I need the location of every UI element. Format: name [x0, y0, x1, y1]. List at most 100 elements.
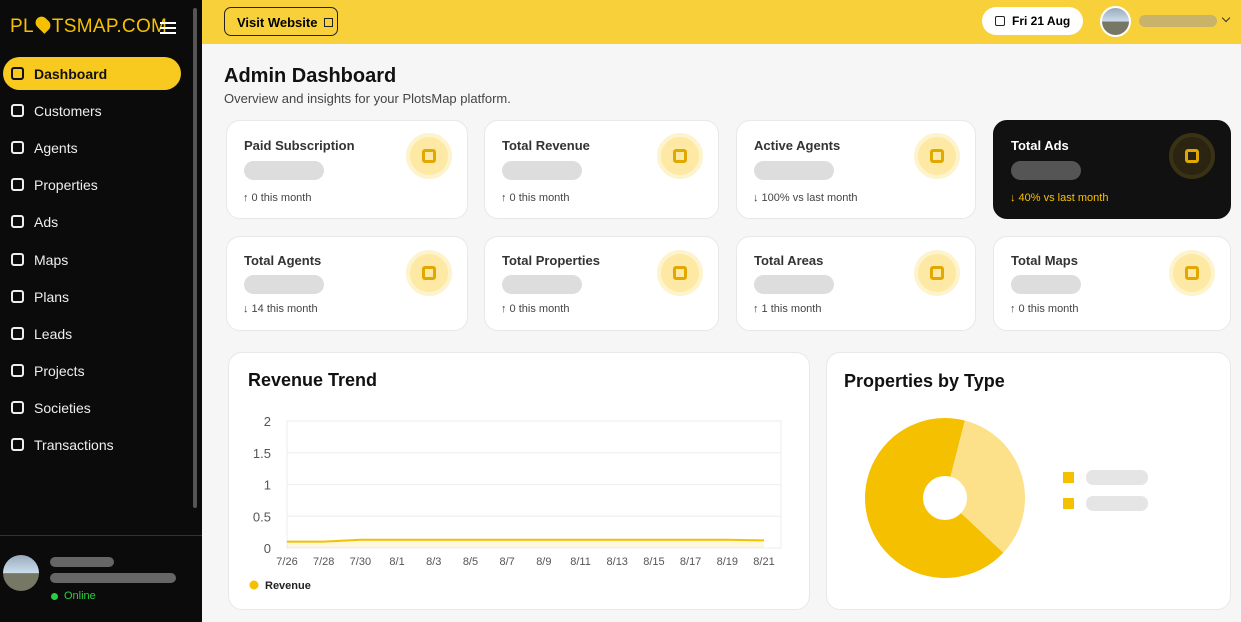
x-tick-label: 8/9	[536, 556, 551, 568]
stat-icon	[1169, 250, 1215, 296]
profile-avatar[interactable]	[1100, 6, 1131, 37]
visit-website[interactable]: Visit Website	[224, 7, 338, 36]
nav-icon	[11, 363, 24, 377]
stat-icon	[1169, 133, 1215, 179]
stat-icon	[657, 250, 703, 296]
x-tick-label: 7/30	[350, 556, 371, 568]
brand[interactable]: PL TSMAP.COM	[10, 14, 168, 38]
stat-change: ↓ 40% vs last month	[1010, 192, 1109, 204]
nav-label: Agents	[34, 140, 78, 157]
stat-label: Total Revenue	[502, 138, 590, 153]
nav-item[interactable]: Customers	[3, 94, 181, 127]
legend-label: Revenue	[265, 580, 311, 592]
nav-item[interactable]: Plans	[3, 280, 181, 313]
nav-item[interactable]: Leads	[3, 317, 181, 350]
icon-glyph	[1185, 149, 1199, 163]
icon-glyph	[930, 149, 944, 163]
nav-item[interactable]: Agents	[3, 131, 181, 164]
nav-icon	[11, 289, 24, 303]
stat-change: ↓ 100% vs last month	[753, 192, 858, 204]
x-tick-label: 8/17	[680, 556, 701, 568]
stat-icon	[406, 133, 452, 179]
scrollbar	[193, 8, 197, 508]
x-tick-label: 8/11	[570, 556, 591, 568]
pie-chart: Properties by Type	[844, 371, 1148, 578]
legend-swatch	[1063, 498, 1074, 509]
nav-label: Societies	[34, 399, 91, 416]
nav-icon	[11, 215, 24, 229]
stat-card: Total Properties ↑ 0 this month	[484, 236, 719, 331]
stat-change: ↑ 0 this month	[501, 303, 570, 315]
pie-card: Properties by Type	[826, 352, 1231, 610]
stat-value	[754, 161, 834, 180]
external-icon	[324, 18, 334, 27]
x-tick-label: 8/21	[753, 556, 774, 568]
nav-label: Projects	[34, 362, 85, 379]
date-pill[interactable]: Fri 21 Aug	[982, 7, 1083, 35]
y-tick-label: 1	[264, 478, 271, 493]
nav-item[interactable]: Transactions	[3, 428, 181, 461]
x-tick-label: 7/26	[276, 556, 297, 568]
nav-item[interactable]: Ads	[3, 205, 181, 238]
pie-hole	[923, 476, 967, 520]
stat-card: Paid Subscription ↑ 0 this month	[226, 120, 468, 219]
nav-item[interactable]: Dashboard	[3, 57, 181, 90]
icon-glyph	[1185, 266, 1199, 280]
stat-icon	[406, 250, 452, 296]
icon-glyph	[422, 149, 436, 163]
pie-slice	[945, 420, 1025, 553]
nav-item[interactable]: Properties	[3, 168, 181, 201]
nav-icon	[11, 178, 24, 192]
stat-change: ↑ 0 this month	[243, 192, 312, 204]
nav-label: Maps	[34, 251, 69, 268]
nav-label: Properties	[34, 177, 98, 194]
pin-icon	[32, 14, 53, 34]
area	[287, 539, 764, 548]
chevron[interactable]	[1221, 13, 1231, 23]
x-tick-label: 8/5	[463, 556, 478, 568]
stat-change: ↑ 0 this month	[501, 192, 570, 204]
stat-label: Total Areas	[754, 253, 824, 268]
topbar: Visit Website Fri 21 Aug	[202, 0, 1241, 44]
chart-title: Properties by Type	[844, 371, 1005, 391]
icon-glyph	[673, 149, 687, 163]
stat-change: ↑ 0 this month	[1010, 303, 1079, 315]
legend-label	[1086, 496, 1148, 511]
divider	[0, 535, 202, 536]
nav-item[interactable]: Projects	[3, 354, 181, 387]
stat-label: Active Agents	[754, 138, 841, 153]
stat-value	[1011, 275, 1081, 294]
y-tick-label: 2	[264, 414, 271, 429]
nav-label: Dashboard	[34, 66, 108, 82]
calendar-icon	[995, 16, 1005, 26]
nav-icon	[11, 141, 24, 155]
stat-card: Total Ads ↓ 40% vs last month	[993, 120, 1231, 219]
nav-item[interactable]: Societies	[3, 391, 181, 424]
avatar[interactable]	[3, 555, 39, 591]
user-email	[50, 573, 176, 583]
menu-toggle[interactable]	[160, 22, 176, 34]
stat-change: ↓ 14 this month	[243, 303, 318, 315]
date: Fri 21 Aug	[1012, 14, 1071, 28]
x-tick-label: 8/7	[500, 556, 515, 568]
nav-icon	[11, 400, 24, 414]
stat-value	[244, 275, 324, 294]
stat-label: Total Properties	[502, 253, 601, 268]
nav-label: Plans	[34, 288, 70, 305]
nav-icon	[11, 104, 24, 118]
nav-icon	[11, 326, 24, 340]
status-dot	[51, 593, 58, 600]
sidebar: PL TSMAP.COM Online Dashboard Customers Age…	[0, 0, 202, 622]
stat-value	[244, 161, 324, 180]
x-tick-label: 8/19	[717, 556, 738, 568]
stat-value	[502, 275, 582, 294]
nav-item[interactable]: Maps	[3, 243, 181, 276]
stat-icon	[657, 133, 703, 179]
page-title: Admin Dashboard	[224, 65, 397, 87]
stat-change: ↑ 1 this month	[753, 303, 822, 315]
legend-dot	[249, 580, 259, 590]
stat-label: Total Maps	[1011, 253, 1078, 268]
brand-right: TSMAP.COM	[51, 16, 168, 37]
x-tick-label: 8/13	[607, 556, 628, 568]
